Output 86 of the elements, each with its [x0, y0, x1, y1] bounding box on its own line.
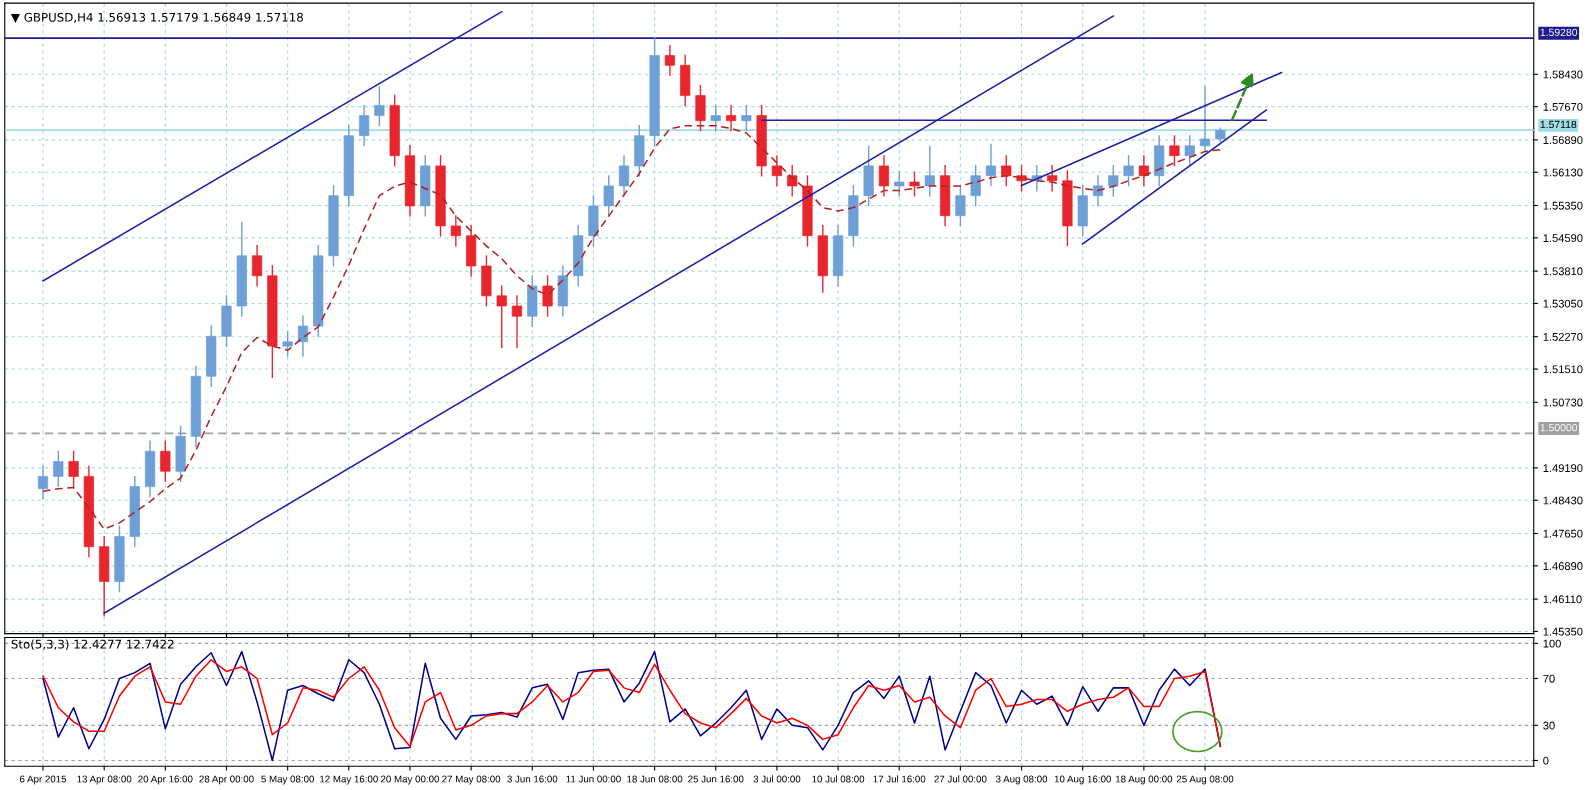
x-tick-label: 27 Jul 00:00	[934, 775, 987, 783]
y-tick-label: 1.57670	[1543, 102, 1583, 111]
candlestick	[725, 104, 737, 133]
candlestick	[37, 465, 49, 501]
x-tick-label: 3 Aug 08:00	[995, 775, 1048, 785]
candlestick	[924, 145, 935, 198]
candlestick	[1108, 164, 1119, 198]
candlestick	[664, 44, 675, 77]
x-tick-label: 27 May 08:00	[442, 775, 501, 785]
candlestick	[787, 164, 798, 198]
candlestick	[618, 154, 630, 198]
ref-line-label: 1.50000	[1540, 423, 1578, 432]
candlestick	[909, 170, 920, 198]
candlestick	[53, 450, 64, 488]
candlestick	[374, 85, 385, 127]
ref-line-label: 1.57118	[1540, 120, 1577, 129]
line-series	[42, 659, 1222, 748]
candlestick	[450, 214, 461, 248]
x-tick-label: 3 Jun 16:00	[507, 775, 558, 783]
candlestick	[1001, 154, 1012, 188]
x-tick-label: 10 Aug 16:00	[1054, 775, 1111, 785]
y-tick-label: 1.51510	[1543, 365, 1583, 374]
y-tick-label: 1.49190	[1543, 464, 1583, 473]
x-tick-label: 18 Aug 00:00	[1115, 775, 1173, 785]
candlestick	[741, 104, 752, 133]
candlestick	[878, 154, 890, 198]
candlestick	[985, 143, 997, 188]
y-tick-label: 1.54590	[1543, 234, 1583, 242]
candlestick	[251, 244, 263, 288]
x-tick-label: 5 May 08:00	[261, 775, 315, 785]
candlestick	[1016, 164, 1027, 193]
candlestick	[603, 174, 614, 218]
x-tick-label: 28 Apr 00:00	[199, 775, 254, 785]
y-tick-label: 0	[1543, 756, 1549, 765]
y-tick-label: 100	[1543, 639, 1561, 648]
y-tick-label: 1.48430	[1543, 496, 1583, 505]
y-tick-label: 1.50730	[1543, 398, 1583, 407]
x-tick-label: 20 May 00:00	[381, 775, 440, 785]
candlestick	[1138, 154, 1149, 188]
candlestick	[771, 154, 783, 188]
candlestick	[970, 164, 981, 208]
y-tick-label: 1.47650	[1543, 529, 1583, 538]
x-tick-label: 12 May 16:00	[320, 775, 378, 785]
y-tick-label: 1.56890	[1543, 136, 1583, 145]
x-tick-label: 17 Jul 16:00	[873, 775, 926, 783]
candlestick	[297, 314, 309, 358]
y-tick-label: 1.53810	[1543, 267, 1583, 276]
candlestick	[511, 294, 523, 349]
candlestick	[160, 439, 171, 483]
y-tick-label: 1.53050	[1543, 299, 1583, 308]
y-tick-label: 1.46890	[1543, 562, 1583, 570]
x-tick-label: 18 Jun 08:00	[627, 775, 683, 783]
candlestick	[1092, 174, 1104, 208]
candlestick	[1123, 154, 1134, 188]
candlestick	[68, 450, 79, 488]
y-tick-label: 70	[1543, 674, 1555, 683]
y-tick-label: 1.56130	[1543, 168, 1583, 177]
line-series	[42, 650, 1222, 762]
candlestick	[282, 330, 293, 358]
candlestick	[894, 170, 905, 198]
x-tick-label: 6 Apr 2015	[19, 775, 67, 785]
candlestick	[496, 284, 507, 349]
x-tick-label: 13 Apr 08:00	[77, 775, 132, 785]
x-tick-label: 3 Jul 00:00	[753, 775, 801, 783]
candlestick	[542, 274, 553, 318]
y-tick-label: 1.58430	[1543, 70, 1583, 79]
y-tick-label: 1.46110	[1543, 595, 1582, 604]
ref-line-label: 1.59280	[1540, 28, 1578, 37]
candlestick	[710, 104, 721, 133]
x-tick-label: 20 Apr 16:00	[138, 775, 193, 785]
y-tick-label: 1.45350	[1543, 627, 1583, 636]
x-tick-label: 25 Aug 08:00	[1176, 775, 1234, 785]
candlestick	[1184, 134, 1195, 167]
x-tick-label: 10 Jul 08:00	[812, 775, 865, 783]
x-tick-label: 11 Jun 00:00	[566, 775, 621, 783]
candlestick	[1047, 164, 1058, 193]
x-tick-label: 25 Jun 16:00	[688, 775, 744, 783]
y-tick-label: 1.55350	[1543, 201, 1583, 210]
y-tick-label: 1.52270	[1543, 332, 1583, 341]
text: ▼ GBPUSD,H4 1.56913 1.57179 1.56849 1.57118	[10, 12, 303, 24]
candlestick	[955, 184, 966, 228]
candlestick	[1169, 134, 1180, 167]
candlestick	[359, 104, 370, 147]
chart-title: Sto(5,3,3) 12.4277 12.7422	[11, 639, 174, 650]
y-tick-label: 30	[1543, 721, 1555, 730]
candlestick	[1199, 85, 1211, 153]
